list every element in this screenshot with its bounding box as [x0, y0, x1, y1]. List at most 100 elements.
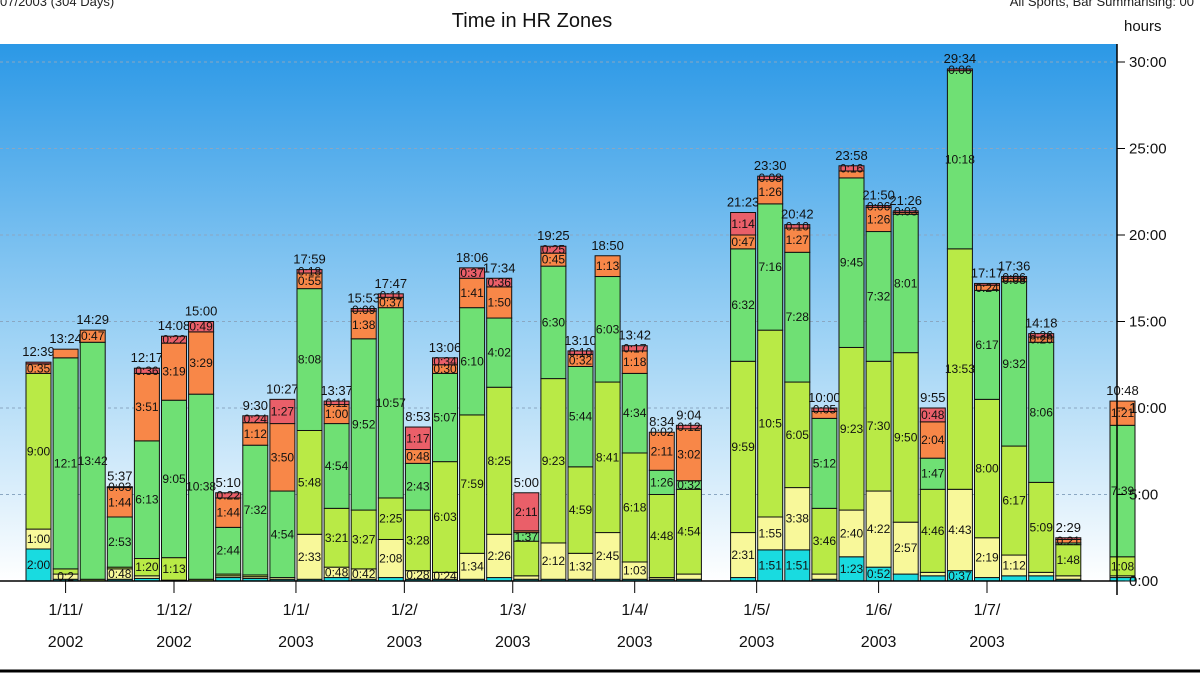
segment-label: 3:19 — [162, 365, 186, 379]
segment-label: 10:5 — [759, 417, 783, 431]
bar-segment-zone-4 — [974, 289, 1000, 400]
segment-label: 0:32 — [569, 353, 593, 367]
bar-segment-zone-4 — [459, 307, 486, 416]
segment-label: 2:33 — [298, 550, 322, 564]
summary-mode-text: All Sports, Bar Summarising: 00 — [1009, 0, 1194, 9]
bar: 0:28 3:28 2:43 0:48 1:17 8:53 — [404, 409, 431, 582]
bar: 2:44 1:44 0:225:10 — [215, 475, 242, 582]
segment-label: 9:45 — [840, 256, 864, 270]
bar-total-label: 17:34 — [483, 260, 516, 275]
segment-label: 0:55 — [298, 274, 322, 288]
x-tick-year-label: 2003 — [278, 634, 314, 651]
bar-segment-zone-6 — [757, 175, 784, 181]
bar-segment-zone-5 — [106, 487, 133, 518]
segment-label: 0:10 — [786, 219, 810, 233]
bar-segment-zone-4 — [919, 457, 946, 490]
segment-label: 1:12 — [1002, 558, 1026, 572]
bar-segment-zone-4 — [377, 307, 404, 499]
bar-segment-zone-4 — [757, 203, 784, 331]
segment-label: 1:17 — [406, 431, 430, 445]
segment-label: 6:30 — [542, 315, 566, 329]
bar-segment-zone-6 — [242, 415, 269, 424]
segment-label: 1:48 — [1057, 553, 1081, 567]
segment-label: 1:55 — [759, 526, 783, 540]
bar-segment-zone-3 — [1055, 544, 1082, 577]
segment-label: 13:42 — [78, 454, 108, 468]
bar-segment-zone-4 — [296, 288, 323, 431]
bar-total-label: 2:29 — [1056, 520, 1081, 535]
bar-segment-zone-6 — [621, 345, 648, 352]
segment-label: 6:32 — [731, 298, 755, 312]
segment-label: 8:08 — [298, 353, 322, 367]
bar-segment-zone-2 — [730, 532, 757, 579]
segment-label: 6:13 — [135, 493, 159, 507]
bar: 13:42 0:47 14:29 — [76, 312, 109, 582]
bar-total-label: 8:53 — [405, 409, 430, 424]
bar-total-label: 5:00 — [514, 475, 539, 490]
segment-label: 1:20 — [135, 560, 159, 574]
segment-label: 3:51 — [135, 400, 159, 414]
bar-segment-zone-2 — [513, 575, 540, 580]
bar-segment-zone-6 — [350, 308, 377, 312]
bar-segment-zone-6 — [377, 293, 404, 298]
segment-label: 1:26 — [867, 212, 891, 226]
bar-segment-zone-2 — [757, 516, 784, 551]
bar: 1:48 0:212:29 — [1055, 520, 1082, 582]
bar: 4:54 0:32 3:02 0:129:04 — [675, 407, 702, 582]
bar-segment-zone-4 — [133, 440, 160, 560]
bar-total-label: 29:34 — [944, 51, 977, 66]
bar-segment-zone-1 — [919, 575, 946, 582]
bar-segment-zone-1 — [1028, 575, 1055, 582]
x-tick-year-label: 2002 — [48, 634, 84, 651]
segment-label: 6:03 — [596, 322, 620, 336]
segment-label: 0:35 — [27, 362, 51, 376]
segment-label: 5:07 — [433, 411, 457, 425]
bar-segment-zone-6 — [323, 400, 350, 406]
segment-label: 3:29 — [189, 356, 213, 370]
bar: 0:48 2:53 1:440:035:37 — [106, 469, 133, 582]
bar-total-label: 12:17 — [131, 350, 164, 365]
segment-label: 1:13 — [596, 259, 620, 273]
segment-label: 0:37 — [379, 295, 403, 309]
bar-segment-zone-5 — [648, 431, 675, 471]
segment-label: 1:14 — [731, 217, 755, 231]
segment-label: 1:38 — [352, 318, 376, 332]
segment-label: 2:25 — [379, 512, 403, 526]
segment-label: 3:21 — [325, 531, 349, 545]
bar-segment-zone-4 — [106, 516, 133, 568]
segment-label: 10:18 — [945, 153, 975, 167]
segment-label: 2:04 — [921, 433, 945, 447]
segment-label: 9:05 — [162, 472, 186, 486]
segment-label: 1:44 — [108, 495, 132, 509]
segment-label: 0:18 — [298, 264, 322, 278]
segment-label: 0:36 — [135, 364, 159, 378]
bar-segment-zone-6 — [675, 424, 702, 430]
bar-segment-zone-5 — [919, 421, 946, 459]
segment-label: 1:44 — [217, 506, 241, 520]
segment-label: 2:26 — [488, 549, 512, 563]
y-tick-label: 5:00 — [1129, 487, 1158, 504]
bar-segment-zone-6 — [215, 492, 242, 499]
segment-label: 1:26 — [650, 475, 674, 489]
segment-label: 0:11 — [380, 289, 403, 303]
bar-segment-zone-3 — [757, 329, 784, 518]
segment-label: 0:47 — [731, 235, 755, 249]
bar-total-label: 13:37 — [320, 383, 353, 398]
x-tick-year-label: 2003 — [617, 634, 653, 651]
segment-label: 12:1 — [54, 456, 78, 470]
bar-segment-zone-2 — [459, 552, 486, 580]
bar: 2:45 8:41 6:03 1:13 18:50 — [591, 238, 624, 582]
bar-segment-zone-5 — [52, 348, 79, 359]
segment-label: 0:48 — [921, 408, 945, 422]
segment-label: 1:23 — [840, 562, 864, 576]
segment-label: 1:08 — [1111, 559, 1135, 573]
bar-segment-zone-2 — [974, 537, 1000, 579]
